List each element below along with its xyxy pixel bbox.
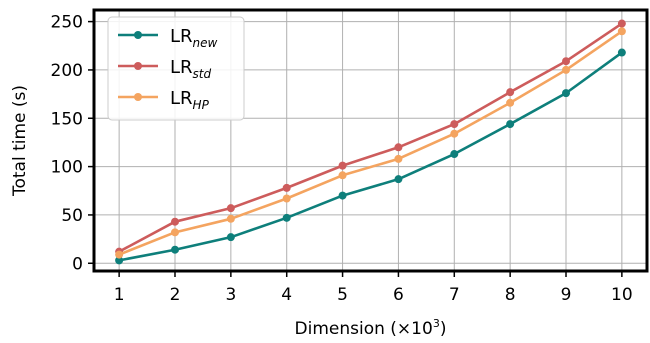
x-tick-label: 9 <box>561 285 572 305</box>
legend-marker <box>134 62 142 70</box>
data-point <box>506 88 515 97</box>
x-tick-label: 3 <box>225 285 236 305</box>
data-point <box>170 245 179 254</box>
data-point <box>562 65 571 74</box>
data-point <box>338 191 347 200</box>
data-point <box>226 204 235 213</box>
y-tick-label: 100 <box>51 158 83 178</box>
y-axis-label: Total time (s) <box>10 85 30 197</box>
x-tick-label: 6 <box>393 285 404 305</box>
data-point <box>170 228 179 237</box>
data-point <box>394 175 403 184</box>
legend-item-HP: LRHP <box>118 88 210 112</box>
data-point <box>617 48 626 57</box>
series-HP <box>115 27 626 259</box>
series-lines <box>115 19 626 265</box>
x-axis-ticks: 1 2 3 4 5 6 7 8 9 10 <box>114 271 633 305</box>
x-axis-label: Dimension (×103) <box>295 317 447 339</box>
legend-marker <box>134 31 142 39</box>
legend-marker <box>134 93 142 101</box>
x-tick-label: 5 <box>337 285 348 305</box>
data-point <box>115 250 124 259</box>
data-point <box>338 161 347 170</box>
data-point <box>282 213 291 222</box>
data-point <box>450 150 459 159</box>
data-point <box>282 194 291 203</box>
data-point <box>506 98 515 107</box>
data-point <box>506 120 515 129</box>
y-tick-label: 0 <box>72 254 83 274</box>
x-tick-label: 7 <box>449 285 460 305</box>
series-new <box>115 48 626 265</box>
legend-label: LRstd <box>170 57 212 81</box>
data-point <box>226 214 235 223</box>
series-line-std <box>118 22 623 253</box>
data-point <box>617 19 626 28</box>
data-point <box>282 183 291 192</box>
y-tick-label: 150 <box>51 109 83 129</box>
data-point <box>115 256 124 265</box>
data-point <box>562 89 571 98</box>
legend-item-new: LRnew <box>118 26 218 50</box>
plot-frame <box>92 8 649 273</box>
x-tick-label: 2 <box>170 285 181 305</box>
legend-label: LRnew <box>170 26 218 50</box>
data-point <box>226 233 235 242</box>
y-axis-ticks: 0 50 100 150 200 250 <box>51 13 94 274</box>
y-tick-label: 50 <box>61 206 83 226</box>
series-std <box>115 19 626 256</box>
x-tick-label: 4 <box>281 285 292 305</box>
y-tick-label: 250 <box>51 13 83 33</box>
legend: LRnew LRstd LRHP <box>107 16 245 121</box>
data-point <box>394 143 403 152</box>
data-point <box>617 27 626 36</box>
x-tick-label: 1 <box>114 285 125 305</box>
legend-box <box>107 16 245 121</box>
x-tick-label: 8 <box>505 285 516 305</box>
data-point <box>450 120 459 129</box>
data-point <box>170 217 179 226</box>
legend-item-std: LRstd <box>118 57 212 81</box>
data-point <box>450 129 459 138</box>
legend-label: LRHP <box>170 88 210 112</box>
data-point <box>562 57 571 66</box>
series-line-new <box>118 51 623 262</box>
data-point <box>394 154 403 163</box>
y-tick-label: 200 <box>51 61 83 81</box>
data-point <box>338 171 347 180</box>
series-line-HP <box>118 30 623 256</box>
x-tick-label: 10 <box>611 285 633 305</box>
